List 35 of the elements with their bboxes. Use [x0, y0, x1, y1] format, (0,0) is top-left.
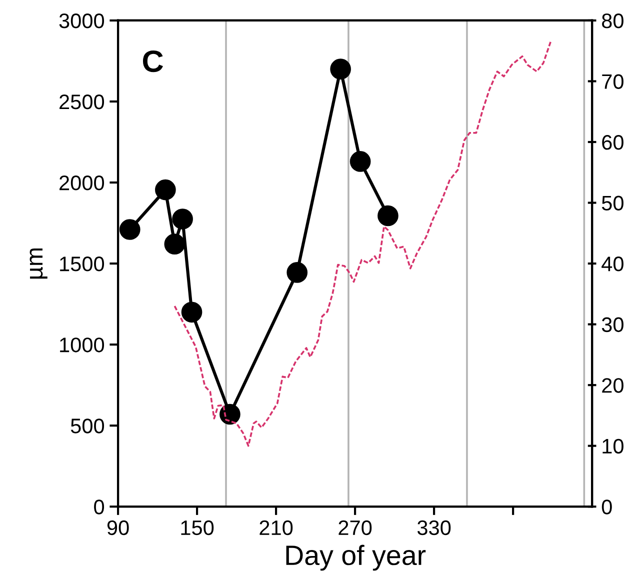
y-tick-label: 1000 — [60, 338, 104, 352]
y-axis-title: µm — [30, 248, 48, 279]
point — [350, 151, 371, 172]
annotation: C — [142, 50, 163, 72]
point — [181, 302, 202, 323]
x-tick-label: 150 — [181, 520, 214, 536]
point — [155, 179, 176, 200]
y2-tick-label: 10 — [602, 438, 624, 454]
x-tick-label: 330 — [417, 520, 451, 536]
y-tick-label: 2000 — [60, 176, 104, 190]
point — [286, 262, 308, 283]
y-tick-label: 0 — [94, 500, 104, 514]
point — [330, 58, 351, 80]
y-tick-label: 3000 — [59, 13, 104, 28]
y2-tick-label: 0 — [602, 500, 612, 514]
x-tick-label: 90 — [107, 520, 129, 536]
point — [172, 208, 193, 230]
point — [220, 404, 240, 425]
point — [378, 205, 398, 226]
line-series — [174, 39, 552, 447]
point — [164, 234, 186, 255]
y-tick-label: 1500 — [60, 256, 104, 272]
y2-tick-label: 30 — [602, 317, 624, 332]
y-tick-label: 2500 — [60, 94, 104, 110]
x-tick-label: 270 — [338, 520, 372, 536]
point — [119, 219, 140, 240]
y2-tick-label: 80 — [602, 13, 624, 28]
y2-tick-label: 20 — [602, 378, 624, 393]
y2-tick-label: 70 — [602, 74, 624, 89]
x-axis-title: Day of year — [286, 544, 426, 571]
y-tick-label: 500 — [70, 418, 104, 434]
y2-tick-label: 60 — [602, 135, 624, 150]
x-tick-label: 210 — [260, 520, 293, 536]
y2-tick-label: 40 — [602, 256, 624, 272]
y2-tick-label: 50 — [602, 196, 624, 211]
